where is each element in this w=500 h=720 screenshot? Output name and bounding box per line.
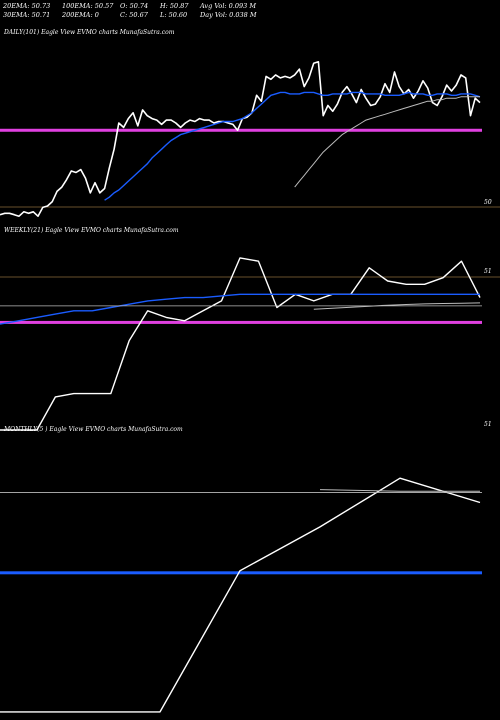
daily-panel-label: DAILY(101) Eagle View EVMO charts Munafa… (3, 29, 175, 36)
ema30-value: 30EMA: 50.71 (3, 11, 51, 19)
daily-price-tick: 50 (484, 199, 492, 206)
weekly-price-tick-bottom: 51 (484, 421, 492, 428)
day-volume: Day Vol: 0.038 M (200, 11, 257, 19)
close-value: C: 50.67 (120, 11, 148, 19)
ema-slow-line (319, 489, 480, 492)
price-line (0, 60, 481, 217)
support-line-magenta (0, 128, 482, 132)
ema-slow-line (294, 96, 480, 188)
weekly-price-tick-top: 51 (484, 268, 492, 275)
ema-fast-line (104, 91, 481, 201)
monthly-panel-label: MONTHLY(5 ) Eagle View EVMO charts Munaf… (3, 426, 183, 433)
price-line (0, 257, 481, 431)
weekly-panel: WEEKLY(21) Eagle View EVMO charts Munafa… (0, 227, 500, 431)
high-value: H: 50.87 (160, 2, 189, 10)
low-value: L: 50.60 (160, 11, 188, 19)
indicator-header: 20EMA: 50.73 100EMA: 50.57 O: 50.74 H: 5… (0, 0, 500, 22)
ema-slow-line (313, 302, 481, 310)
open-value: O: 50.74 (120, 2, 149, 10)
ema200-value: 200EMA: 0 (62, 11, 99, 19)
ema-level-line (0, 571, 482, 575)
ema100-value: 100EMA: 50.57 (62, 2, 114, 10)
monthly-panel: MONTHLY(5 ) Eagle View EVMO charts Munaf… (0, 426, 482, 713)
price-line (0, 477, 481, 713)
ema-fast-line (0, 293, 480, 325)
weekly-panel-label: WEEKLY(21) Eagle View EVMO charts Munafa… (4, 227, 179, 234)
support-line-magenta (0, 320, 482, 324)
daily-panel: DAILY(101) Eagle View EVMO charts Munafa… (0, 29, 500, 217)
ema20-value: 20EMA: 50.73 (3, 2, 51, 10)
avg-volume: Avg Vol: 0.093 M (200, 2, 257, 10)
